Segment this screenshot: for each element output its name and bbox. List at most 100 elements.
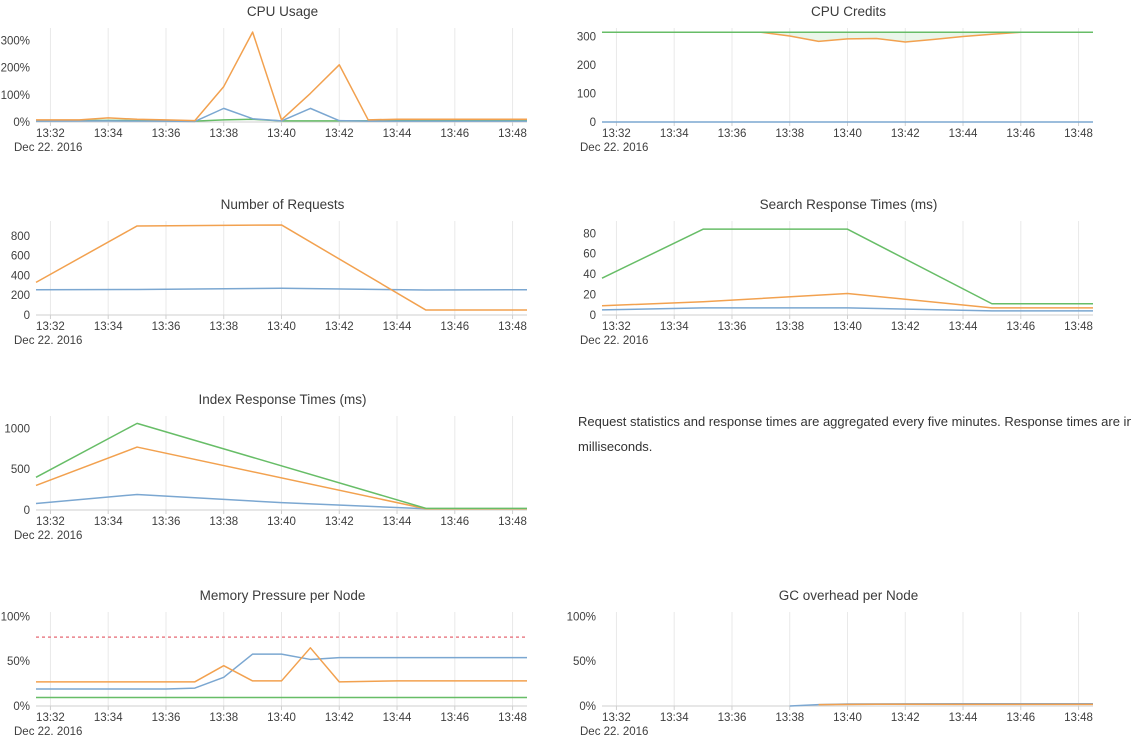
chart-canvas-cpu-credits: 13:32 13:34 13:36 13:38 13:40 13:42 13:44 13:46… xyxy=(566,22,1131,158)
y-tick-label: 0% xyxy=(13,117,30,129)
x-tick-label: 13:44 xyxy=(949,321,978,333)
x-tick-label: 13:40 xyxy=(267,321,296,333)
x-tick-label: 13:46 xyxy=(1006,712,1035,724)
chart-title-number-of-requests: Number of Requests xyxy=(0,197,565,215)
x-tick-label: 13:48 xyxy=(1064,128,1093,140)
chart-title-cpu-usage: CPU Usage xyxy=(0,4,565,22)
x-tick-label: 13:32 xyxy=(36,321,65,333)
x-tick-label: 13:46 xyxy=(440,712,469,724)
x-tick-label: 13:34 xyxy=(94,128,123,140)
chart-canvas-cpu-usage: 13:32 13:34 13:36 13:38 13:40 13:42 13:44 13:46… xyxy=(0,22,565,158)
x-tick-label: 13:48 xyxy=(498,321,527,333)
y-tick-label: 80 xyxy=(583,228,596,240)
x-tick-label: 13:32 xyxy=(36,712,65,724)
y-tick-label: 20 xyxy=(583,290,596,302)
x-axis-date-label: Dec 22. 2016 xyxy=(580,726,648,738)
x-tick-label: 13:40 xyxy=(833,321,862,333)
x-tick-label: 13:36 xyxy=(152,128,181,140)
x-tick-label: 13:32 xyxy=(602,128,631,140)
x-axis-date-label: Dec 22. 2016 xyxy=(14,726,82,738)
chart-cpu-usage: CPU Usage 13:32 13:34 13:36 13:38 13:40 13:42… xyxy=(0,0,565,160)
aggregation-note: Request statistics and response times ar… xyxy=(578,409,1131,459)
x-tick-label: 13:46 xyxy=(440,128,469,140)
x-axis-date-label: Dec 22. 2016 xyxy=(14,530,82,542)
y-tick-label: 800 xyxy=(11,231,30,243)
y-tick-label: 500 xyxy=(11,464,30,476)
x-tick-label: 13:32 xyxy=(36,516,65,528)
x-tick-label: 13:36 xyxy=(152,712,181,724)
x-tick-label: 13:38 xyxy=(209,712,238,724)
x-tick-label: 13:34 xyxy=(94,516,123,528)
x-tick-label: 13:44 xyxy=(383,516,412,528)
y-tick-label: 600 xyxy=(11,251,30,263)
x-tick-label: 13:36 xyxy=(152,516,181,528)
x-tick-label: 13:36 xyxy=(718,128,747,140)
aggregation-note-line-2: milliseconds. xyxy=(578,434,1131,459)
y-tick-label: 200 xyxy=(11,290,30,302)
x-tick-label: 13:34 xyxy=(660,128,689,140)
y-tick-label: 0 xyxy=(590,117,596,129)
x-tick-label: 13:44 xyxy=(949,128,978,140)
chart-title-search-response-times: Search Response Times (ms) xyxy=(566,197,1131,215)
x-tick-label: 13:32 xyxy=(36,128,65,140)
x-tick-label: 13:40 xyxy=(833,128,862,140)
x-tick-label: 13:48 xyxy=(1064,712,1093,724)
chart-title-gc-overhead-per-node: GC overhead per Node xyxy=(566,588,1131,606)
x-axis-date-label: Dec 22. 2016 xyxy=(14,335,82,347)
x-tick-label: 13:40 xyxy=(267,128,296,140)
y-tick-label: 300 xyxy=(577,32,596,44)
y-tick-label: 1000 xyxy=(4,423,30,435)
x-tick-label: 13:48 xyxy=(498,128,527,140)
x-tick-label: 13:46 xyxy=(440,516,469,528)
x-tick-label: 13:40 xyxy=(833,712,862,724)
aggregation-note-line-1: Request statistics and response times ar… xyxy=(578,409,1131,434)
x-tick-label: 13:38 xyxy=(775,128,804,140)
chart-memory-pressure-per-node: Memory Pressure per Node 13:32 13:34 13:36… xyxy=(0,584,565,744)
y-tick-label: 0% xyxy=(579,701,596,713)
x-tick-label: 13:44 xyxy=(383,712,412,724)
x-tick-label: 13:34 xyxy=(660,712,689,724)
x-tick-label: 13:32 xyxy=(602,712,631,724)
x-tick-label: 13:48 xyxy=(498,712,527,724)
x-tick-label: 13:34 xyxy=(94,712,123,724)
y-tick-label: 0 xyxy=(590,310,596,322)
y-tick-label: 0 xyxy=(24,310,30,322)
x-tick-label: 13:46 xyxy=(1006,321,1035,333)
x-tick-label: 13:42 xyxy=(891,712,920,724)
x-tick-label: 13:34 xyxy=(660,321,689,333)
y-tick-label: 60 xyxy=(583,249,596,261)
x-tick-label: 13:38 xyxy=(209,516,238,528)
x-axis-date-label: Dec 22. 2016 xyxy=(580,335,648,347)
y-tick-label: 300% xyxy=(1,35,30,47)
x-tick-label: 13:46 xyxy=(440,321,469,333)
y-tick-label: 50% xyxy=(7,656,30,668)
x-tick-label: 13:48 xyxy=(1064,321,1093,333)
x-tick-label: 13:42 xyxy=(891,321,920,333)
chart-title-cpu-credits: CPU Credits xyxy=(566,4,1131,22)
x-tick-label: 13:42 xyxy=(325,128,354,140)
x-tick-label: 13:46 xyxy=(1006,128,1035,140)
x-tick-label: 13:42 xyxy=(891,128,920,140)
x-tick-label: 13:44 xyxy=(383,128,412,140)
x-tick-label: 13:42 xyxy=(325,516,354,528)
x-tick-label: 13:36 xyxy=(718,321,747,333)
x-tick-label: 13:38 xyxy=(209,128,238,140)
y-tick-label: 100% xyxy=(1,90,30,102)
x-axis-date-label: Dec 22. 2016 xyxy=(580,142,648,154)
x-tick-label: 13:38 xyxy=(775,321,804,333)
x-tick-label: 13:42 xyxy=(325,321,354,333)
y-tick-label: 100% xyxy=(567,611,596,623)
chart-title-memory-pressure-per-node: Memory Pressure per Node xyxy=(0,588,565,606)
y-tick-label: 40 xyxy=(583,269,596,281)
x-tick-label: 13:48 xyxy=(498,516,527,528)
x-tick-label: 13:34 xyxy=(94,321,123,333)
y-tick-label: 200 xyxy=(577,60,596,72)
